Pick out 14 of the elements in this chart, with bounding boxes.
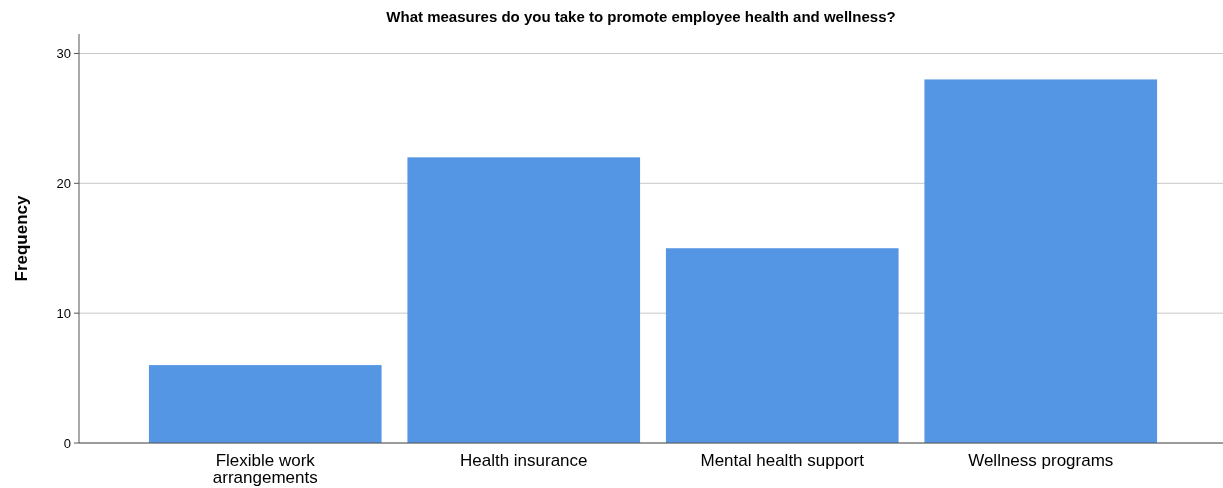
bar [924, 79, 1158, 443]
y-tick-label: 10 [56, 305, 71, 321]
y-axis-title: Frequency [12, 194, 31, 282]
y-tick-label: 30 [56, 46, 71, 62]
chart-title: What measures do you take to promote employee health and wellness? [386, 8, 896, 25]
y-tick-label: 20 [56, 175, 71, 191]
x-tick-label: Wellness programs [968, 451, 1114, 470]
bar [148, 365, 382, 443]
x-tick-label: Health insurance [459, 451, 588, 470]
x-tick-label: Mental health support [700, 451, 865, 470]
x-tick-label: Flexible work arrangements [212, 451, 318, 487]
y-tick-label: 0 [63, 435, 71, 451]
bar [407, 157, 641, 443]
bar [665, 248, 899, 443]
